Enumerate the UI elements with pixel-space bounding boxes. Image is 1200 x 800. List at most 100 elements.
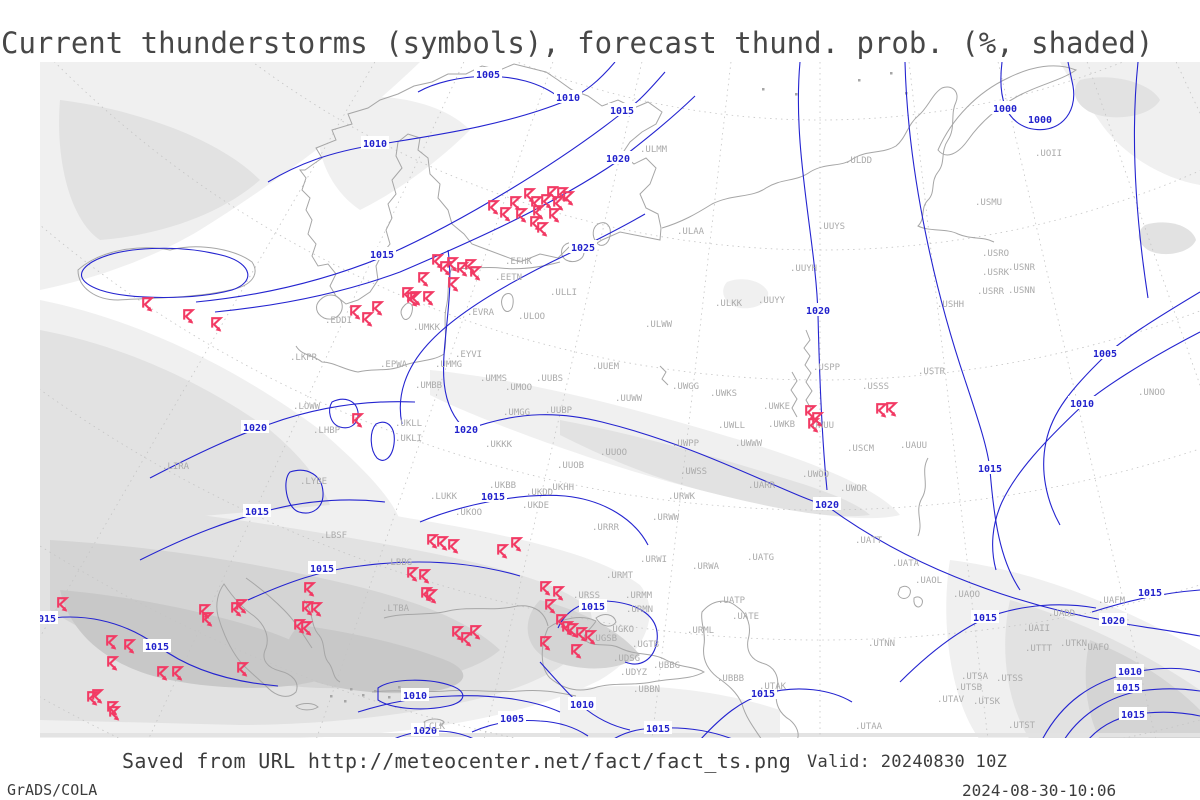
svg-text:1015: 1015 [32,614,56,625]
svg-text:1015: 1015 [245,507,269,518]
svg-text:1015: 1015 [973,613,997,624]
station-code-label: .UGTB [632,640,659,650]
station-code-label: .UAOO [953,590,980,600]
thunderstorm-symbol [418,272,430,288]
station-code-label: .ULLI [550,288,577,298]
isobar-label: 1010 [401,688,429,702]
station-code-label: .UAUU [900,441,927,451]
isobar-label: 1015 [749,686,777,700]
isobar-label: 1000 [1026,112,1054,126]
station-code-label: .UKHH [547,483,574,493]
isobar-label: 1010 [554,90,582,104]
station-code-label: .UWSS [680,467,707,477]
station-code-label: .UTSA [961,672,989,682]
svg-text:1015: 1015 [310,564,334,575]
station-code-label: .EDDI [325,316,352,326]
thunderstorm-symbol [183,309,195,325]
station-code-label: .URWI [640,555,667,565]
thunderstorm-symbol [488,200,500,216]
isobar-label: 1020 [1099,613,1127,627]
svg-text:1010: 1010 [1118,667,1142,678]
station-code-label: .USCM [847,444,875,454]
station-code-label: .UAFM [1098,596,1126,606]
station-code-label: .UNOO [1138,388,1165,398]
station-code-label: .UMKK [413,323,441,333]
station-code-label: .UWKB [768,420,795,430]
station-code-label: .UWKE [763,402,790,412]
thunderstorm-symbol [537,222,549,238]
station-code-label: .UWPP [672,439,700,449]
isobar-label: 1005 [1091,346,1119,360]
station-code-label: .UATP [718,596,746,606]
station-code-label: .UWWW [735,439,763,449]
station-code-label: .UTSS [996,674,1023,684]
svg-text:1015: 1015 [751,689,775,700]
station-code-label: .LKPR [290,353,318,363]
station-code-label: .UBBN [633,685,660,695]
station-code-label: .UATE [732,612,759,622]
isobar-label: 1005 [498,711,526,725]
isobar-label: 1020 [813,497,841,511]
station-code-label: .UKLL [395,419,422,429]
thunderstorm-symbol [563,191,575,207]
station-code-label: .UUOO [600,448,627,458]
svg-text:1020: 1020 [454,425,478,436]
thunderstorm-symbol [372,301,384,317]
station-code-label: .UTAV [937,695,965,705]
station-code-label: .URWW [652,513,680,523]
svg-text:1020: 1020 [806,306,830,317]
isobar-label: 1020 [241,420,269,434]
isobar-label: 1015 [243,504,271,518]
station-code-label: .USPP [813,363,841,373]
station-code-label: .LTBA [382,604,410,614]
station-code-label: .UTST [1008,721,1036,731]
isobar-label: 1000 [991,101,1019,115]
station-code-label: .UAFO [1082,643,1109,653]
svg-text:1015: 1015 [370,250,394,261]
map-title: Current thunderstorms (symbols), forecas… [1,26,1154,60]
isobar-label: 1015 [32,611,58,625]
station-code-label: .ULOO [518,312,545,322]
probability-shading [40,62,1200,738]
station-code-label: .USNN [1008,286,1035,296]
isobar-label: 1015 [479,489,507,503]
isobar-label: 1015 [644,721,672,735]
isobar-label: 1015 [308,561,336,575]
station-code-label: .UTSK [973,697,1001,707]
generation-timestamp: 2024-08-30-10:06 [962,781,1117,800]
station-code-label: .URMN [626,605,653,615]
isobar-label: 1010 [361,136,389,150]
isobars [40,62,1200,738]
station-code-label: .UKKK [485,440,513,450]
station-code-label: .UKDD [526,488,553,498]
station-code-label: .UBBB [717,674,744,684]
isobar-label: 1020 [411,723,439,737]
station-code-label: .USRK [982,268,1010,278]
station-code-label: .UTSB [955,683,982,693]
station-code-label: .LOWW [293,402,321,412]
svg-text:1015: 1015 [978,464,1002,475]
svg-text:1005: 1005 [476,70,500,81]
thunderstorm-symbol [423,291,435,307]
thunderstorm-symbol [350,305,362,321]
station-code-label: .ULDD [845,156,872,166]
svg-text:1020: 1020 [606,154,630,165]
station-code-label: .EPWA [380,360,408,370]
station-code-label: .ULWW [645,320,673,330]
station-code-label: .ULMM [640,145,668,155]
thunderstorm-symbol [500,207,512,223]
station-code-label: .USHH [937,300,964,310]
station-codes: .ULMM .ULDD .ULAA .UUYS .UUYH .ULKK .UUYY .UOII… [162,145,1165,732]
thunderstorm-symbol [142,297,154,313]
isobar-label: 1005 [474,67,502,81]
svg-text:1015: 1015 [481,492,505,503]
svg-text:1000: 1000 [1028,115,1052,126]
station-code-label: .LBSF [320,531,347,541]
svg-text:1015: 1015 [1116,683,1140,694]
isobar-label: 1015 [976,461,1004,475]
station-code-label: .UAII [1023,624,1050,634]
isobar-label: 1010 [1116,664,1144,678]
station-code-label: .UUOB [557,461,584,471]
